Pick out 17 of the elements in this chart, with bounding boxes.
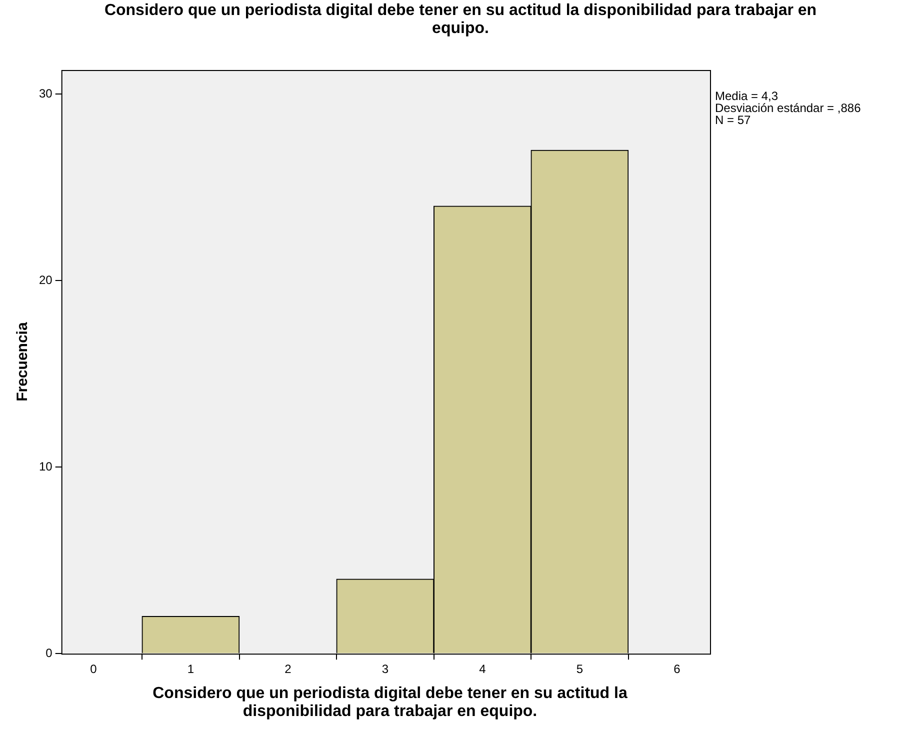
- x-axis-title: Considero que un periodista digital debe tener en su actitud la disponibilidad para trabajar en equipo.: [152, 685, 628, 721]
- text: Desviación estándar = ,886: [715, 101, 861, 115]
- text: N = 57: [715, 113, 752, 127]
- x-tick-label: 1: [187, 662, 194, 676]
- chart-title: Considero que un periodista digital debe tener en su actitud la disponibilidad para trabajar en equipo.: [103, 2, 818, 38]
- y-tick-label: 20: [38, 273, 53, 288]
- x-tick-label: 4: [479, 662, 486, 676]
- x-tick-label: 2: [284, 662, 292, 676]
- x-tick-label: 6: [674, 662, 681, 676]
- x-tick-label: 3: [382, 662, 389, 676]
- y-axis-title: Frecuencia: [14, 322, 32, 402]
- text: Media = 4,3: [715, 89, 780, 103]
- x-tick-label: 5: [576, 662, 584, 676]
- y-tick-label: 30: [38, 86, 53, 101]
- x-tick-label: 0: [90, 662, 98, 676]
- y-tick-label: 10: [38, 459, 53, 474]
- y-tick-label: 0: [46, 646, 53, 660]
